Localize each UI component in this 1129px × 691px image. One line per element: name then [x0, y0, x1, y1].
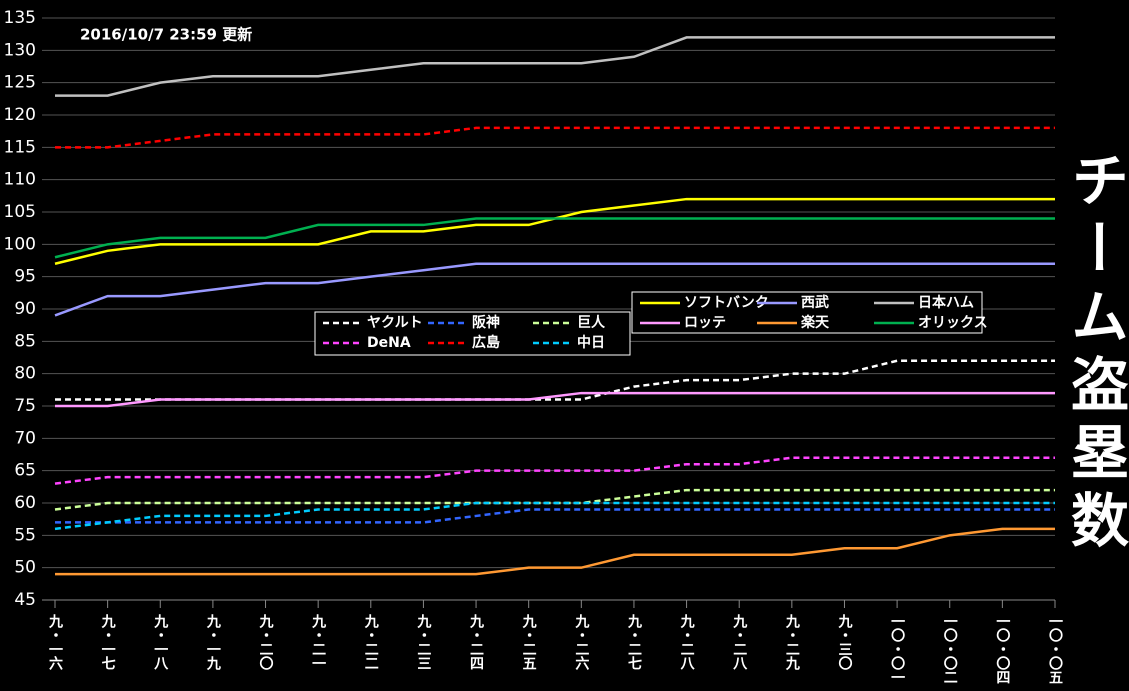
x-tick-label: 九・二二	[362, 614, 379, 670]
legend-label: 日本ハム	[918, 294, 974, 311]
series-line	[55, 391, 1055, 408]
y-tick-label: 60	[14, 493, 36, 513]
x-tick-label: 九・二三	[415, 614, 432, 670]
series-line	[54, 456, 1055, 485]
legend-label: ロッテ	[684, 315, 726, 331]
y-tick-label: 50	[14, 558, 36, 578]
annotation: 2016/10/7 23:59 更新	[80, 26, 252, 44]
series-line	[54, 217, 1055, 259]
series-line	[55, 126, 1055, 149]
x-tick-label: 九・一九	[204, 614, 221, 670]
y-tick-label: 125	[4, 73, 36, 93]
x-tick-label: 一〇・〇四	[994, 614, 1011, 684]
y-tick-label: 115	[4, 137, 36, 157]
x-tick-label: 九・一八	[152, 614, 169, 670]
y-tick-label: 105	[4, 202, 36, 222]
y-tick-label: 75	[14, 396, 36, 416]
legend-label: ヤクルト	[367, 315, 423, 331]
x-tick-label: 九・一七	[99, 614, 116, 670]
legend-box	[631, 291, 983, 334]
legend-label: ソフトバンク	[684, 295, 769, 311]
legend-label: 中日	[577, 334, 605, 351]
x-tick-label: 九・一六	[47, 614, 63, 670]
legend-label: DeNA	[367, 335, 411, 351]
y-tick-label: 135	[4, 8, 36, 28]
y-tick-label: 80	[14, 364, 36, 384]
series-line	[55, 508, 1055, 524]
series-line	[55, 527, 1055, 576]
x-tick-label: 九・二六	[573, 614, 590, 670]
series-line	[54, 488, 1055, 511]
legend-label: オリックス	[918, 315, 988, 331]
y-tick-label: 85	[14, 331, 36, 351]
x-tick-label: 九・二一	[310, 614, 327, 670]
y-tick-label: 55	[14, 525, 36, 545]
y-tick-label: 90	[14, 299, 36, 319]
x-tick-label: 九・二四	[468, 614, 485, 670]
y-tick-label: 70	[14, 428, 36, 448]
legend-label: 広島	[472, 334, 500, 351]
legend-label: 巨人	[577, 314, 606, 331]
series-line	[54, 197, 1055, 265]
y-tick-label: 65	[14, 461, 36, 481]
series-line	[55, 36, 1055, 97]
x-tick-label: 九・二五	[520, 614, 537, 670]
legend-label: 西武	[801, 294, 829, 311]
y-tick-label: 130	[4, 40, 36, 60]
x-tick-label: 九・二九	[783, 614, 800, 670]
y-tick-label: 120	[4, 105, 36, 125]
y-tick-label: 95	[14, 267, 36, 287]
y-tick-label: 45	[14, 590, 36, 610]
x-tick-label: 一〇・〇二	[941, 614, 958, 684]
chart-title: チーム盗塁数	[1061, 150, 1129, 558]
x-tick-label: 九・二八	[678, 614, 695, 670]
legend-label: 阪神	[472, 314, 500, 331]
y-tick-label: 110	[4, 170, 36, 190]
x-tick-label: 九・二八	[731, 614, 748, 670]
y-tick-label: 100	[4, 234, 36, 254]
series-line	[54, 262, 1055, 317]
series-line	[55, 359, 1055, 401]
x-tick-label: 九・二七	[625, 614, 642, 670]
x-tick-label: 一〇・〇一	[889, 614, 906, 684]
legend-label: 楽天	[800, 314, 830, 331]
legend-box	[314, 311, 631, 356]
x-tick-label: 九・二〇	[257, 614, 274, 670]
series-line	[54, 501, 1055, 531]
x-tick-label: 一〇・〇五	[1047, 614, 1063, 684]
x-tick-label: 九・三〇	[836, 614, 853, 670]
